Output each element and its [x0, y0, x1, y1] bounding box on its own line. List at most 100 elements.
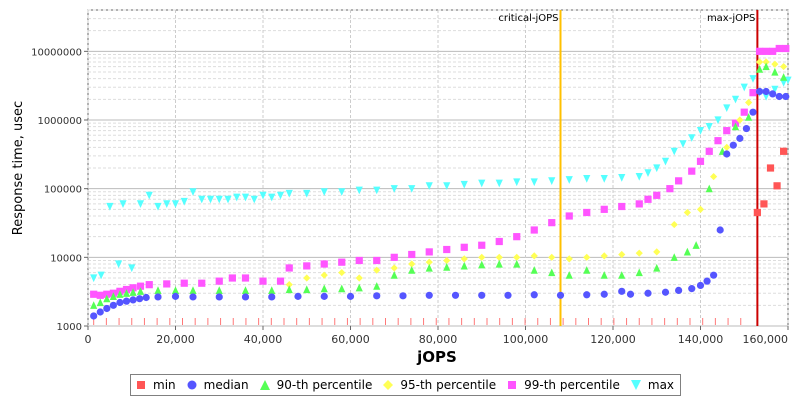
y-tick-label: 1000000: [37, 116, 82, 127]
data-point: [320, 292, 328, 300]
data-point: [128, 264, 136, 273]
data-point: [565, 271, 573, 279]
data-point: [215, 293, 223, 301]
data-point: [683, 208, 691, 217]
data-point: [714, 116, 722, 125]
legend-marker-shape: [259, 380, 270, 390]
data-point: [705, 123, 713, 131]
data-point: [736, 134, 744, 142]
data-point: [145, 191, 153, 200]
x-tick-label: 40,000: [244, 333, 283, 346]
data-point: [666, 185, 674, 193]
data-point: [408, 266, 416, 274]
data-point: [268, 286, 276, 294]
data-point: [705, 184, 713, 193]
data-point: [294, 292, 302, 300]
data-point: [215, 195, 223, 204]
data-point: [782, 44, 790, 53]
data-point: [390, 271, 398, 279]
data-point: [478, 179, 486, 188]
data-point: [583, 291, 591, 299]
data-point: [303, 285, 311, 294]
data-point: [478, 253, 486, 261]
data-point: [154, 293, 162, 301]
y-axis-label: Response time, usec: [11, 101, 26, 235]
data-point: [189, 286, 197, 294]
data-point: [703, 277, 711, 285]
data-point: [163, 200, 171, 209]
data-point: [723, 127, 731, 135]
data-point: [548, 253, 556, 261]
data-point: [303, 262, 311, 270]
data-point: [171, 286, 180, 294]
data-point: [97, 271, 105, 280]
data-point: [653, 191, 661, 199]
data-point: [259, 277, 267, 285]
data-point: [390, 185, 398, 193]
legend-item: 99-th percentile: [506, 378, 620, 392]
data-point: [749, 89, 757, 97]
data-point: [103, 294, 111, 303]
data-point: [478, 260, 486, 269]
data-marks: [90, 44, 792, 320]
data-point: [675, 177, 683, 185]
data-point: [626, 290, 635, 298]
data-point: [618, 250, 626, 259]
data-point: [696, 281, 705, 290]
data-point: [478, 241, 486, 249]
data-point: [320, 284, 328, 293]
data-point: [644, 195, 652, 203]
data-point: [460, 180, 468, 189]
data-point: [762, 92, 770, 101]
data-point: [268, 193, 276, 202]
legend-label: min: [153, 378, 176, 392]
y-ticks: 1000 10000 100000 1000000 10000000: [31, 47, 88, 333]
data-point: [600, 271, 608, 279]
data-point: [116, 290, 124, 298]
data-point: [136, 282, 145, 290]
data-point: [90, 301, 98, 309]
data-point: [338, 268, 346, 277]
data-point: [103, 304, 111, 313]
data-point: [670, 253, 678, 261]
legend-marker-shape: [137, 381, 145, 389]
data-point: [495, 179, 503, 188]
data-point: [749, 75, 757, 83]
data-point: [618, 287, 626, 295]
data-point: [755, 47, 764, 55]
data-point: [355, 256, 363, 265]
data-point: [696, 127, 705, 135]
data-point: [285, 264, 293, 272]
data-point: [198, 279, 206, 287]
data-point: [731, 95, 740, 104]
data-point: [661, 157, 670, 166]
data-point: [773, 182, 781, 190]
data-point: [670, 147, 678, 156]
data-point: [644, 169, 652, 177]
data-point: [745, 113, 753, 121]
data-point: [714, 137, 722, 145]
data-point: [771, 67, 779, 76]
data-point: [129, 284, 137, 292]
data-point: [600, 290, 608, 298]
data-point: [696, 157, 705, 165]
data-point: [373, 266, 381, 274]
y-tick-label: 10000000: [31, 47, 82, 58]
data-point: [583, 208, 591, 217]
x-tick-label: 100,000: [503, 333, 549, 346]
data-point: [338, 188, 346, 196]
data-point: [736, 116, 744, 124]
data-point: [425, 258, 433, 266]
legend-marker-shape: [383, 380, 394, 390]
data-point: [742, 124, 751, 133]
legend-marker: [383, 380, 394, 390]
data-point: [109, 301, 117, 309]
data-point: [618, 271, 626, 279]
data-point: [171, 200, 180, 209]
data-point: [565, 176, 573, 184]
data-point: [771, 85, 779, 94]
data-point: [688, 134, 696, 142]
data-point: [723, 104, 731, 113]
marker-label: critical-jOPS: [498, 13, 558, 24]
data-point: [215, 286, 223, 294]
